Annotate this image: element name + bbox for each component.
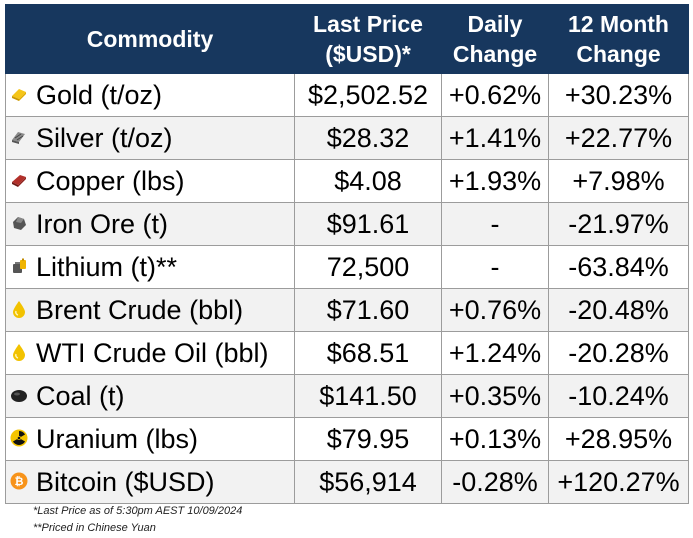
month-change-cell: +28.95%: [548, 417, 689, 461]
silver-bar-icon: [10, 128, 28, 146]
table-header-row: Commodity Last Price ($USD)* Daily Change …: [5, 4, 689, 74]
month-change-cell: -10.24%: [548, 374, 689, 418]
daily-change-cell: +0.35%: [441, 374, 549, 418]
month-change-cell: +7.98%: [548, 159, 689, 203]
daily-change-cell: -: [441, 245, 549, 289]
table-row: Coal (t) $141.50 +0.35% -10.24%: [5, 374, 689, 418]
price-cell: $28.32: [294, 116, 442, 160]
daily-change-cell: -0.28%: [441, 460, 549, 504]
month-change-cell: -63.84%: [548, 245, 689, 289]
month-change-cell: +120.27%: [548, 460, 689, 504]
price-cell: $79.95: [294, 417, 442, 461]
commodity-name-cell: Gold (t/oz): [5, 73, 295, 117]
iron-ore-rock-icon: [10, 214, 28, 232]
header-daily-change: Daily Change: [441, 4, 549, 74]
daily-change-cell: +1.93%: [441, 159, 549, 203]
commodity-name-cell: Copper (lbs): [5, 159, 295, 203]
daily-change-cell: -: [441, 202, 549, 246]
month-change-cell: +22.77%: [548, 116, 689, 160]
table-row: ₿ Bitcoin ($USD) $56,914 -0.28% +120.27%: [5, 460, 689, 504]
table-row: Uranium (lbs) $79.95 +0.13% +28.95%: [5, 417, 689, 461]
month-change-cell: +30.23%: [548, 73, 689, 117]
header-last-price: Last Price ($USD)*: [294, 4, 442, 74]
table-row: Gold (t/oz) $2,502.52 +0.62% +30.23%: [5, 73, 689, 117]
table-row: WTI Crude Oil (bbl) $68.51 +1.24% -20.28…: [5, 331, 689, 375]
oil-drop-icon: [10, 343, 28, 362]
month-change-cell: -20.28%: [548, 331, 689, 375]
commodity-name-cell: Silver (t/oz): [5, 116, 295, 160]
radiation-icon: [10, 429, 28, 447]
table-row: Copper (lbs) $4.08 +1.93% +7.98%: [5, 159, 689, 203]
table-row: Brent Crude (bbl) $71.60 +0.76% -20.48%: [5, 288, 689, 332]
header-commodity: Commodity: [5, 4, 295, 74]
price-cell: $4.08: [294, 159, 442, 203]
gold-bar-icon: [10, 85, 28, 103]
price-cell: $141.50: [294, 374, 442, 418]
price-cell: $68.51: [294, 331, 442, 375]
commodity-name-cell: Coal (t): [5, 374, 295, 418]
table-row: Silver (t/oz) $28.32 +1.41% +22.77%: [5, 116, 689, 160]
daily-change-cell: +0.76%: [441, 288, 549, 332]
month-change-cell: -20.48%: [548, 288, 689, 332]
commodity-name-cell: Brent Crude (bbl): [5, 288, 295, 332]
bitcoin-icon: ₿: [10, 472, 28, 490]
footnote-chinese-yuan: **Priced in Chinese Yuan: [33, 522, 156, 534]
commodity-name-cell: WTI Crude Oil (bbl): [5, 331, 295, 375]
daily-change-cell: +1.24%: [441, 331, 549, 375]
footnote-last-price: *Last Price as of 5:30pm AEST 10/09/2024: [33, 505, 243, 517]
table-row: Iron Ore (t) $91.61 - -21.97%: [5, 202, 689, 246]
oil-drop-icon: [10, 300, 28, 319]
battery-icon: [10, 257, 28, 275]
price-cell: $71.60: [294, 288, 442, 332]
svg-text:₿: ₿: [15, 475, 24, 488]
commodity-name-cell: Iron Ore (t): [5, 202, 295, 246]
daily-change-cell: +0.62%: [441, 73, 549, 117]
commodity-price-table: Commodity Last Price ($USD)* Daily Change …: [5, 4, 689, 504]
price-cell: $2,502.52: [294, 73, 442, 117]
header-12-month-change: 12 Month Change: [548, 4, 689, 74]
commodity-name-cell: Uranium (lbs): [5, 417, 295, 461]
month-change-cell: -21.97%: [548, 202, 689, 246]
coal-lump-icon: [10, 386, 28, 404]
commodity-name-cell: Lithium (t)**: [5, 245, 295, 289]
copper-bar-icon: [10, 171, 28, 189]
daily-change-cell: +1.41%: [441, 116, 549, 160]
table-row: Lithium (t)** 72,500 - -63.84%: [5, 245, 689, 289]
price-cell: $56,914: [294, 460, 442, 504]
daily-change-cell: +0.13%: [441, 417, 549, 461]
price-cell: $91.61: [294, 202, 442, 246]
commodity-name-cell: ₿ Bitcoin ($USD): [5, 460, 295, 504]
price-cell: 72,500: [294, 245, 442, 289]
